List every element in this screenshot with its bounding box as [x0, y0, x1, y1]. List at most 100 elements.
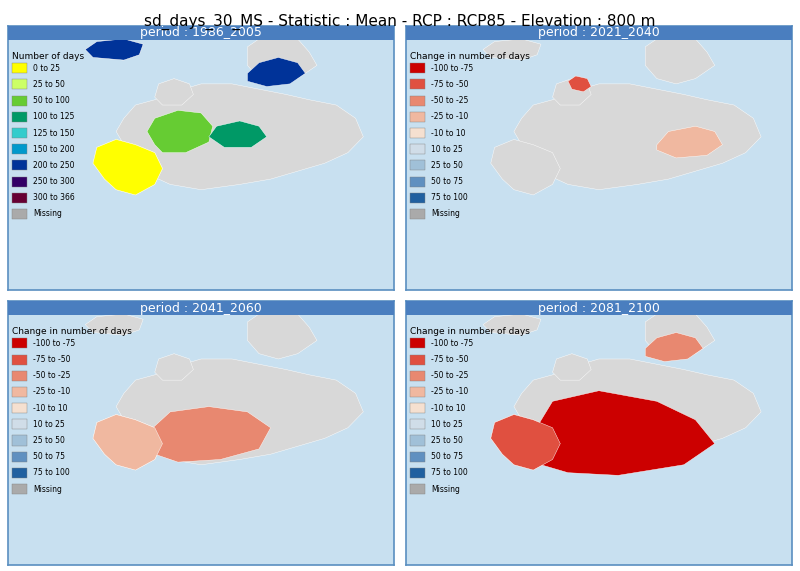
Bar: [12, 95, 27, 106]
Bar: [410, 79, 425, 90]
Bar: [12, 371, 27, 381]
FancyBboxPatch shape: [8, 26, 394, 40]
Text: 10 to 25: 10 to 25: [431, 420, 462, 429]
Text: period : 1986_2005: period : 1986_2005: [140, 26, 262, 39]
Text: -50 to -25: -50 to -25: [33, 371, 70, 380]
Text: Missing: Missing: [33, 210, 62, 219]
Text: -50 to -25: -50 to -25: [431, 371, 468, 380]
Bar: [12, 355, 27, 364]
Bar: [410, 193, 425, 203]
Text: -25 to -10: -25 to -10: [431, 112, 468, 122]
Polygon shape: [93, 139, 162, 195]
Text: -10 to 10: -10 to 10: [431, 404, 466, 413]
Text: 200 to 250: 200 to 250: [33, 161, 74, 170]
Polygon shape: [646, 309, 714, 359]
Polygon shape: [86, 39, 143, 60]
Polygon shape: [247, 58, 306, 87]
Bar: [12, 468, 27, 478]
Polygon shape: [147, 110, 213, 152]
Polygon shape: [553, 79, 591, 105]
Bar: [12, 160, 27, 170]
Text: sd_days_30_MS - Statistic : Mean - RCP : RCP85 - Elevation : 800 m: sd_days_30_MS - Statistic : Mean - RCP :…: [144, 14, 656, 30]
Bar: [410, 452, 425, 462]
Polygon shape: [247, 34, 317, 84]
Bar: [12, 79, 27, 90]
Bar: [12, 112, 27, 122]
Text: Missing: Missing: [33, 485, 62, 493]
Polygon shape: [93, 139, 162, 195]
FancyBboxPatch shape: [8, 301, 394, 315]
Bar: [12, 403, 27, 413]
Polygon shape: [646, 34, 714, 84]
Text: Number of days: Number of days: [12, 52, 84, 61]
Text: 100 to 125: 100 to 125: [33, 112, 74, 122]
Text: period : 2041_2060: period : 2041_2060: [140, 301, 262, 315]
Polygon shape: [247, 309, 317, 359]
Text: -10 to 10: -10 to 10: [431, 128, 466, 138]
Bar: [12, 452, 27, 462]
Text: 75 to 100: 75 to 100: [33, 468, 70, 477]
Polygon shape: [490, 415, 560, 470]
Bar: [12, 176, 27, 187]
Text: 10 to 25: 10 to 25: [33, 420, 65, 429]
Bar: [12, 63, 27, 73]
Text: -100 to -75: -100 to -75: [33, 339, 75, 348]
Text: 150 to 200: 150 to 200: [33, 144, 74, 154]
Text: -100 to -75: -100 to -75: [431, 339, 473, 348]
Bar: [410, 419, 425, 429]
Text: -75 to -50: -75 to -50: [33, 355, 70, 364]
Text: 300 to 366: 300 to 366: [33, 193, 75, 202]
Bar: [12, 387, 27, 397]
Bar: [12, 144, 27, 154]
Polygon shape: [116, 84, 363, 190]
Bar: [410, 160, 425, 170]
Text: Change in number of days: Change in number of days: [12, 327, 132, 336]
Text: 50 to 75: 50 to 75: [431, 452, 463, 461]
Bar: [410, 112, 425, 122]
Bar: [410, 339, 425, 348]
Polygon shape: [93, 415, 162, 470]
Text: 75 to 100: 75 to 100: [431, 468, 468, 477]
Text: 0 to 25: 0 to 25: [33, 64, 60, 73]
FancyBboxPatch shape: [406, 26, 792, 40]
Polygon shape: [154, 353, 194, 380]
Polygon shape: [86, 39, 143, 60]
Bar: [410, 144, 425, 154]
Polygon shape: [490, 139, 560, 195]
Polygon shape: [568, 76, 591, 92]
Text: Change in number of days: Change in number of days: [410, 52, 530, 61]
Polygon shape: [86, 314, 143, 335]
Text: 75 to 100: 75 to 100: [431, 193, 468, 202]
Bar: [12, 209, 27, 219]
Bar: [410, 468, 425, 478]
Text: 50 to 75: 50 to 75: [431, 177, 463, 186]
Text: 25 to 50: 25 to 50: [431, 161, 462, 170]
Text: 10 to 25: 10 to 25: [431, 144, 462, 154]
Bar: [12, 339, 27, 348]
Polygon shape: [483, 314, 541, 335]
Text: -10 to 10: -10 to 10: [33, 404, 68, 413]
Polygon shape: [154, 79, 194, 105]
Polygon shape: [483, 39, 541, 60]
Bar: [410, 484, 425, 494]
Polygon shape: [116, 359, 363, 465]
Polygon shape: [657, 126, 722, 158]
Bar: [410, 63, 425, 73]
Text: Missing: Missing: [431, 210, 460, 219]
Bar: [12, 419, 27, 429]
Text: -100 to -75: -100 to -75: [431, 64, 473, 73]
Polygon shape: [514, 359, 761, 465]
Polygon shape: [209, 121, 266, 147]
Bar: [12, 128, 27, 138]
Text: Missing: Missing: [431, 485, 460, 493]
Text: -25 to -10: -25 to -10: [431, 388, 468, 396]
Bar: [12, 436, 27, 445]
Polygon shape: [646, 332, 703, 361]
Bar: [410, 128, 425, 138]
Text: 25 to 50: 25 to 50: [33, 436, 65, 445]
Text: period : 2081_2100: period : 2081_2100: [538, 301, 660, 315]
Polygon shape: [490, 415, 560, 470]
Polygon shape: [147, 407, 270, 462]
Bar: [12, 193, 27, 203]
Bar: [410, 176, 425, 187]
